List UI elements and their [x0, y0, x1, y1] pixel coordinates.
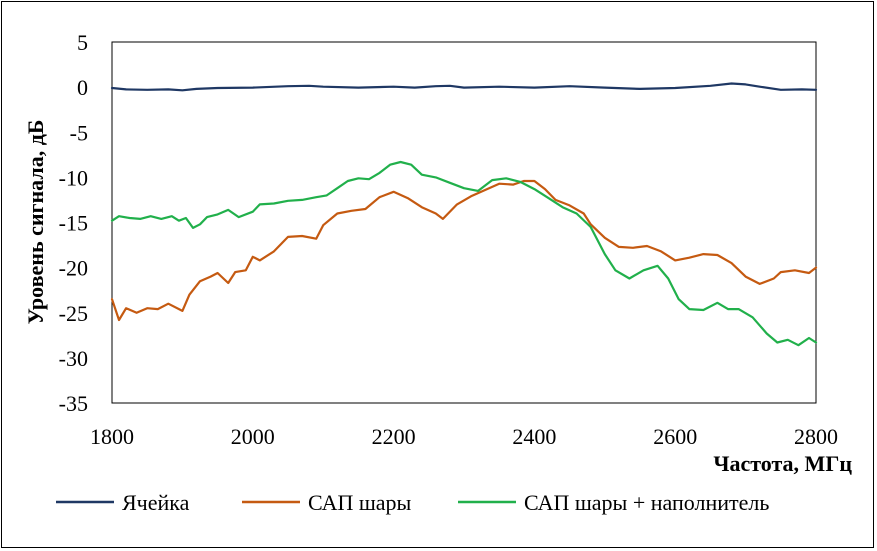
legend-label-3: САП шары + наполнитель — [524, 490, 769, 515]
x-tick-label: 2600 — [653, 424, 697, 449]
y-tick-label: -20 — [59, 256, 88, 281]
y-tick-label: -5 — [70, 120, 88, 145]
legend-label-2: САП шары — [308, 490, 412, 515]
y-tick-label: 0 — [77, 75, 88, 100]
x-axis-title: Частота, МГц — [713, 451, 852, 476]
x-tick-label: 2800 — [794, 424, 838, 449]
y-tick-label: 5 — [77, 30, 88, 55]
y-tick-label: -15 — [59, 211, 88, 236]
x-tick-label: 2000 — [231, 424, 275, 449]
plot-border — [111, 41, 817, 404]
y-axis-title: Уровень сигнала, дБ — [23, 120, 48, 325]
y-tick-label: -25 — [59, 301, 88, 326]
x-tick-label: 1800 — [90, 424, 134, 449]
series-layer — [110, 82, 818, 347]
y-tick-label: -30 — [59, 346, 88, 371]
series-line-3 — [110, 160, 818, 347]
x-tick-label: 2400 — [512, 424, 556, 449]
series-line-2 — [110, 179, 818, 322]
series-line-1 — [110, 82, 818, 92]
legend: Ячейка САП шары САП шары + наполнитель — [56, 490, 769, 515]
y-tick-label: -10 — [59, 165, 88, 190]
legend-label-1: Ячейка — [122, 490, 190, 515]
x-tick-label: 2200 — [372, 424, 416, 449]
plot-area — [111, 41, 817, 404]
y-tick-label: -35 — [59, 391, 88, 416]
